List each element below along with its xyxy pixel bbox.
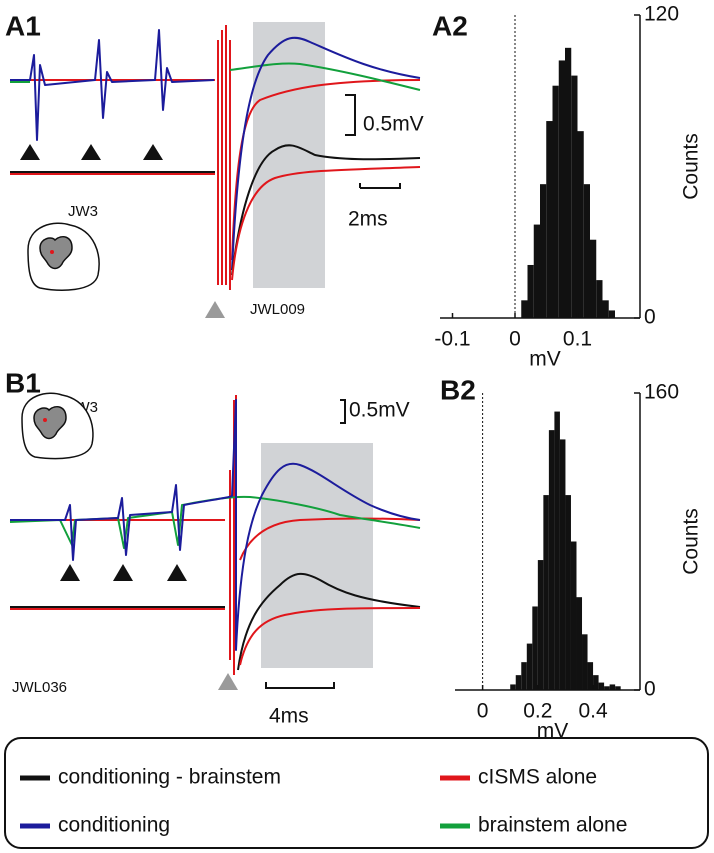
y-axis-label: Counts <box>680 508 703 575</box>
y-tick-label: 160 <box>644 381 679 404</box>
bar <box>609 684 616 690</box>
bar <box>540 184 547 318</box>
bar <box>577 131 584 318</box>
legend-label: brainstem alone <box>478 814 627 837</box>
bar <box>608 310 615 318</box>
y-tick-label: 120 <box>644 3 679 26</box>
scale-label: 2ms <box>348 208 388 231</box>
recording-id: JWL036 <box>12 679 67 696</box>
bar <box>565 47 572 318</box>
bar <box>521 300 528 318</box>
x-tick-label: 0.1 <box>563 328 592 351</box>
cord-icon <box>21 392 94 460</box>
bar <box>576 597 583 690</box>
scale-label: 4ms <box>269 705 309 728</box>
legend-box <box>4 737 709 849</box>
bar <box>554 411 560 690</box>
bar <box>593 675 599 690</box>
y-tick-label: 0 <box>644 678 656 701</box>
subject-id: JW3 <box>68 203 98 220</box>
bar <box>527 264 534 318</box>
bar <box>602 300 609 318</box>
y-tick-label: 0 <box>644 306 656 329</box>
bar <box>543 495 549 690</box>
bar <box>526 643 533 690</box>
bar <box>582 634 588 690</box>
bar <box>548 430 555 690</box>
scale-bar <box>265 399 346 689</box>
bar <box>615 686 621 690</box>
stim-marker <box>218 673 238 690</box>
x-tick-label: 0 <box>477 700 489 723</box>
bar <box>515 675 522 690</box>
bar <box>583 184 590 318</box>
scale-label: 0.5mV <box>363 113 424 136</box>
bar <box>533 224 540 318</box>
legend-label: cISMS alone <box>478 766 597 789</box>
traces-b1 <box>9 395 421 675</box>
x-tick-label: 0.2 <box>523 700 552 723</box>
legend-label: conditioning - brainstem <box>58 766 281 789</box>
bar <box>510 684 516 690</box>
bar <box>570 541 577 690</box>
legend-label: conditioning <box>58 814 170 837</box>
window <box>261 443 373 668</box>
bar <box>596 280 603 318</box>
recording-id: JWL009 <box>250 301 305 318</box>
panel-label: A2 <box>432 10 468 41</box>
bar <box>546 121 553 318</box>
bar <box>590 239 597 318</box>
stim-marker <box>205 301 225 318</box>
bar <box>558 60 565 318</box>
bar <box>598 682 605 690</box>
bar <box>565 495 571 690</box>
cord-icon <box>27 222 100 291</box>
x-tick-label: 0.4 <box>578 700 608 723</box>
y-axis-label: Counts <box>680 133 703 200</box>
bar <box>559 439 566 690</box>
scale-bar <box>345 94 401 189</box>
stim-markers <box>20 144 163 160</box>
x-tick-label: 0 <box>509 328 521 351</box>
stim-markers <box>60 564 187 581</box>
bar <box>552 85 559 318</box>
bar <box>587 662 594 690</box>
bar <box>571 75 578 318</box>
x-axis-label: mV <box>529 348 561 371</box>
panel-label: A1 <box>5 10 41 41</box>
bar <box>532 606 538 690</box>
x-tick-label: -0.1 <box>434 328 470 351</box>
panel-label: B1 <box>5 367 41 398</box>
scale-label: 0.5mV <box>349 399 410 422</box>
bar <box>537 560 544 690</box>
panel-label: B2 <box>440 374 476 405</box>
bar <box>521 662 527 690</box>
traces-a1 <box>10 25 421 290</box>
bar <box>604 686 610 690</box>
x-axis-label: mV <box>537 720 569 743</box>
